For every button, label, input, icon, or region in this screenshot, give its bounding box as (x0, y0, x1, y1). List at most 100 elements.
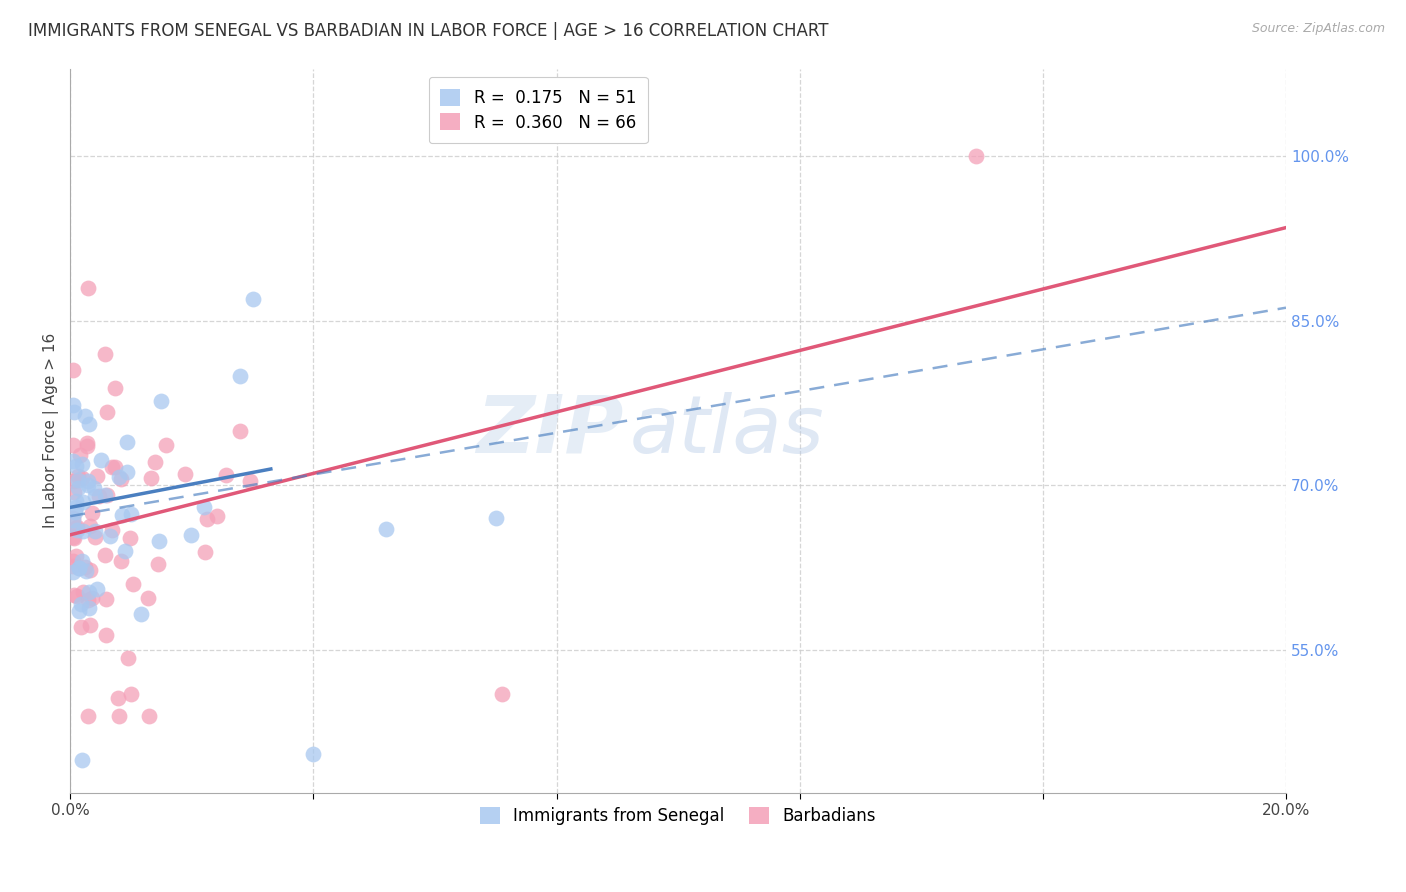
Point (100, 459, 122, 474)
Point (65, 458, 87, 473)
Point (65, 494, 87, 508)
Point (70, 620, 93, 634)
Point (77, 417, 100, 431)
Point (239, 475, 262, 489)
Point (129, 607, 152, 621)
Point (62, 398, 84, 412)
Point (491, 687, 513, 701)
Point (375, 522, 398, 536)
Point (93, 347, 115, 361)
Point (77, 478, 100, 492)
Point (65, 520, 87, 534)
Point (86, 582, 108, 597)
Point (67, 481, 90, 495)
Point (302, 747, 325, 762)
Point (75, 564, 97, 578)
Point (111, 508, 134, 523)
Point (76, 592, 98, 607)
Point (70, 554, 93, 568)
Point (72, 457, 94, 471)
Point (62, 566, 84, 580)
Point (94, 627, 117, 641)
Point (118, 531, 141, 545)
Point (194, 544, 217, 558)
Text: ZIP: ZIP (477, 392, 623, 469)
Point (174, 467, 197, 481)
Point (82, 591, 104, 605)
Point (149, 393, 172, 408)
Text: atlas: atlas (630, 392, 824, 469)
Point (104, 460, 127, 475)
Point (115, 434, 138, 449)
Point (120, 687, 142, 701)
Point (86, 468, 108, 483)
Point (70, 597, 93, 611)
Point (122, 576, 145, 591)
Point (138, 709, 160, 723)
Point (76, 474, 98, 488)
Point (136, 591, 159, 606)
Point (98, 529, 121, 543)
Point (110, 553, 132, 567)
Point (65, 500, 87, 515)
Point (180, 528, 202, 542)
Point (62, 554, 84, 568)
Point (67, 560, 90, 574)
Point (62, 513, 84, 527)
Point (242, 292, 264, 306)
Point (193, 500, 215, 515)
Point (107, 691, 129, 706)
Point (72, 524, 94, 539)
Point (96, 405, 118, 419)
Point (84, 524, 107, 539)
Point (67, 561, 90, 575)
Point (76, 436, 98, 450)
Point (148, 534, 170, 549)
Point (63, 485, 86, 500)
Point (75, 409, 97, 423)
Point (83, 481, 105, 495)
Point (120, 507, 142, 521)
Point (65, 589, 87, 603)
Point (66, 474, 89, 488)
Point (83, 490, 105, 504)
Point (96, 488, 118, 502)
Point (155, 437, 177, 451)
Point (77, 585, 100, 599)
Point (70, 471, 93, 485)
Point (108, 470, 131, 484)
Point (72, 753, 94, 767)
Point (79, 519, 101, 533)
Point (65, 549, 87, 563)
Point (110, 472, 132, 486)
Point (89, 490, 111, 504)
Point (205, 508, 228, 523)
Point (965, 149, 987, 163)
Point (69, 448, 91, 462)
Point (94, 548, 117, 562)
Point (146, 557, 169, 571)
Point (108, 709, 131, 723)
Point (77, 601, 100, 615)
Y-axis label: In Labor Force | Age > 16: In Labor Force | Age > 16 (44, 333, 59, 528)
Point (75, 559, 97, 574)
Point (79, 618, 101, 632)
Point (76, 439, 98, 453)
Point (84, 530, 107, 544)
Point (62, 438, 84, 452)
Point (94, 487, 117, 501)
Point (67, 604, 90, 618)
Point (115, 465, 138, 479)
Point (63, 505, 86, 519)
Point (100, 524, 122, 538)
Point (63, 474, 86, 488)
Point (229, 368, 252, 383)
Point (72, 585, 94, 599)
Point (62, 511, 84, 525)
Point (62, 454, 84, 468)
Text: IMMIGRANTS FROM SENEGAL VS BARBADIAN IN LABOR FORCE | AGE > 16 CORRELATION CHART: IMMIGRANTS FROM SENEGAL VS BARBADIAN IN … (28, 22, 828, 40)
Point (215, 467, 238, 482)
Point (141, 471, 163, 485)
Point (229, 424, 252, 438)
Point (90, 453, 112, 467)
